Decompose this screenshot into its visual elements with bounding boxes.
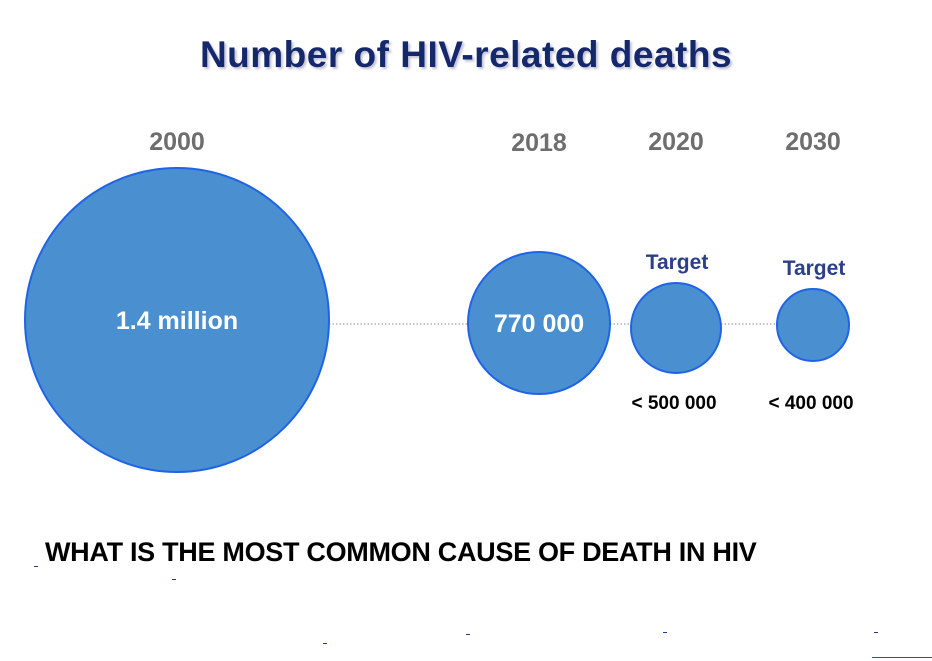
scan-speck (466, 634, 470, 635)
scan-speck (874, 632, 878, 633)
bubble-chart: 2000 1.4 million 2018 770 000 2020 Target < 50… (24, 128, 854, 473)
year-label-2018: 2018 (511, 129, 567, 157)
bubble-2030 (776, 288, 850, 362)
scan-speck (872, 657, 932, 658)
bubble-2018 (467, 251, 611, 395)
scan-speck (663, 632, 667, 633)
below-label-2020: < 500 000 (631, 393, 716, 414)
year-label-2030: 2030 (785, 128, 841, 156)
scan-speck (323, 643, 327, 644)
bubble-2020 (630, 282, 722, 374)
scan-speck (172, 579, 176, 580)
year-label-2000: 2000 (149, 128, 205, 156)
bubble-2000 (24, 167, 330, 473)
value-label-2018: 770 000 (494, 310, 584, 338)
chart-title: Number of HIV-related deaths (199, 34, 733, 75)
target-label-2020: Target (646, 251, 709, 274)
value-label-2000: 1.4 million (116, 307, 238, 335)
question-text: WHAT IS THE MOST COMMON CAUSE OF DEATH I… (45, 537, 757, 567)
target-label-2030: Target (783, 257, 846, 280)
year-label-2020: 2020 (648, 128, 704, 156)
below-label-2030: < 400 000 (768, 393, 853, 414)
scan-speck (34, 566, 38, 567)
